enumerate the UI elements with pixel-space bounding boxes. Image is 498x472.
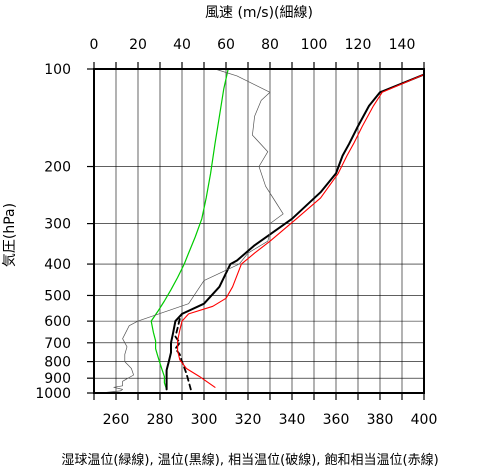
- top-axis-label: 風速 (m/s)(細線): [205, 5, 313, 21]
- y-tick-label: 900: [44, 371, 71, 387]
- y-tick-label: 300: [44, 217, 71, 233]
- y-tick-label: 700: [44, 336, 71, 352]
- y-tick-label: 600: [44, 314, 71, 330]
- equivalent-potential-temperature-line: [174, 312, 192, 391]
- series-lines: [100, 68, 425, 394]
- top-tick-label: 100: [301, 37, 328, 53]
- y-tick-label: 500: [44, 288, 71, 304]
- x-tick-label: 280: [147, 412, 174, 428]
- grid-lines: [93, 68, 425, 394]
- x-tick-label: 260: [103, 412, 130, 428]
- x-tick-label: 300: [191, 412, 218, 428]
- x-tick-label: 320: [235, 412, 262, 428]
- x-tick-label: 380: [367, 412, 394, 428]
- axis-ticks: 260 280 300 320 340 360 380 400 0 20 40 60 80 100 120 1…: [35, 37, 437, 428]
- plot-frame: [93, 68, 425, 394]
- y-tick-label: 1000: [35, 386, 71, 402]
- saturated-equivalent-potential-temperature-line: [177, 73, 425, 388]
- top-tick-label: 80: [261, 37, 279, 53]
- wet-bulb-potential-temperature-line: [150, 68, 229, 390]
- top-tick-label: 60: [217, 37, 235, 53]
- top-tick-label: 40: [173, 37, 191, 53]
- x-tick-label: 400: [411, 412, 438, 428]
- top-tick-label: 0: [90, 37, 99, 53]
- y-tick-label: 800: [44, 355, 71, 371]
- top-tick-label: 20: [129, 37, 147, 53]
- top-tick-label: 120: [345, 37, 372, 53]
- y-axis-label: 気圧(hPa): [2, 203, 18, 267]
- y-tick-label: 400: [44, 257, 71, 273]
- potential-temperature-line: [165, 73, 425, 391]
- top-tick-label: 140: [389, 37, 416, 53]
- x-tick-label: 360: [323, 412, 350, 428]
- x-axis-label: 湿球温位(緑線), 温位(黒線), 相当温位(破線), 飽和相当温位(赤線): [61, 452, 438, 468]
- wind-speed-line: [100, 68, 284, 394]
- x-tick-label: 340: [279, 412, 306, 428]
- y-tick-label: 100: [44, 62, 71, 78]
- y-tick-label: 200: [44, 160, 71, 176]
